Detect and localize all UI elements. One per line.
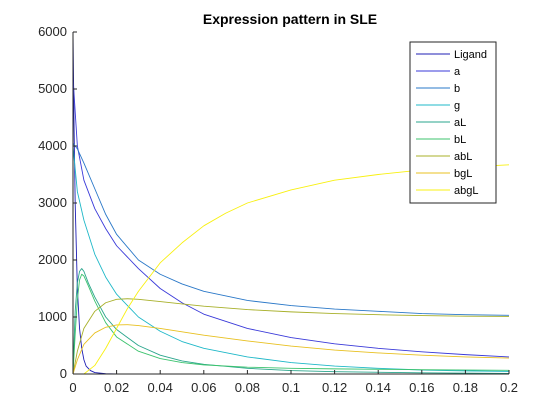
legend-label-abgL: abgL	[454, 185, 478, 197]
x-tick-label: 0.2	[500, 380, 518, 395]
x-tick-label: 0.12	[322, 380, 347, 395]
x-tick-label: 0.08	[235, 380, 260, 395]
legend: Ligand abg aL bL abL bgL abgL	[409, 41, 497, 204]
x-tick-label: 0.18	[453, 380, 478, 395]
series-line-b	[73, 142, 509, 316]
x-tick-label: 0.06	[191, 380, 216, 395]
series-line-bgL	[73, 324, 509, 374]
x-tick-label: 0.1	[282, 380, 300, 395]
legend-label-a: a	[454, 66, 461, 78]
y-tick-label: 0	[60, 366, 67, 381]
y-tick-label: 4000	[38, 138, 67, 153]
legend-label-b: b	[454, 83, 460, 95]
x-tick-label: 0	[69, 380, 76, 395]
x-tick-label: 0.02	[104, 380, 129, 395]
chart-title: Expression pattern in SLE	[203, 11, 377, 27]
y-tick-label: 3000	[38, 195, 67, 210]
legend-label-g: g	[454, 100, 460, 112]
y-tick-label: 1000	[38, 309, 67, 324]
y-tick-label: 2000	[38, 252, 67, 267]
series-line-g	[73, 145, 509, 372]
series-line-a	[73, 77, 509, 358]
x-tick-label: 0.16	[409, 380, 434, 395]
legend-label-bgL: bgL	[454, 168, 472, 180]
legend-label-Ligand: Ligand	[454, 49, 487, 61]
series-line-abL	[73, 298, 509, 374]
x-tick-label: 0.14	[366, 380, 391, 395]
x-tick-label: 0.04	[148, 380, 173, 395]
legend-label-bL: bL	[454, 134, 466, 146]
legend-label-aL: aL	[454, 117, 466, 129]
series-line-bL	[73, 273, 509, 374]
series-line-abgL	[73, 164, 509, 374]
legend-label-abL: abL	[454, 151, 472, 163]
axes: 0 0.02 0.04 0.06 0.08 0.1 0.12 0.14 0.16 0.18 0.2 0…	[38, 24, 518, 395]
y-tick-label: 6000	[38, 24, 67, 39]
y-tick-label: 5000	[38, 81, 67, 96]
